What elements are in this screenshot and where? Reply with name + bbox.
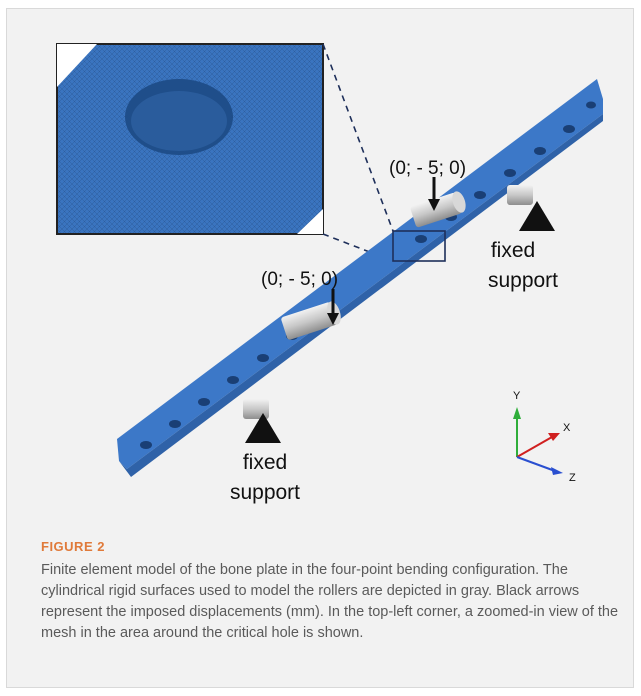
load-arrow-upper [428, 177, 440, 211]
axis-z-label: Z [569, 472, 576, 484]
roller-support-upper [507, 185, 533, 205]
figure-illustration: (0; - 5; 0) (0; - 5; 0) fixed support fi… [7, 9, 635, 529]
caption-label: FIGURE 2 [41, 539, 105, 554]
roller-load-upper [410, 191, 466, 228]
fixed-support-triangle-upper [519, 201, 555, 231]
support-lower-line1: fixed [243, 451, 287, 474]
axis-x-label: X [563, 422, 571, 434]
support-upper-line1: fixed [491, 239, 535, 262]
axis-triad: Y X Z [513, 390, 576, 484]
x-axis-arrow [516, 436, 553, 458]
roller-support-lower [243, 399, 269, 419]
figure-caption: FIGURE 2 Finite element model of the bon… [41, 539, 621, 644]
leader-line-top [322, 43, 394, 232]
load-label-lower: (0; - 5; 0) [261, 269, 338, 290]
fixed-support-triangle-lower [245, 413, 281, 443]
z-axis-arrow [516, 456, 556, 472]
zoom-region-box [392, 230, 446, 262]
fem-model-svg: (0; - 5; 0) (0; - 5; 0) fixed support fi… [56, 43, 603, 504]
load-arrow-lower [327, 289, 339, 325]
support-upper-line2: support [488, 269, 558, 292]
leader-line-bottom [322, 233, 394, 262]
load-label-upper: (0; - 5; 0) [389, 158, 466, 179]
support-lower-line2: support [230, 481, 300, 504]
figure-frame: (0; - 5; 0) (0; - 5; 0) fixed support fi… [6, 8, 634, 688]
zoom-inset [56, 43, 324, 235]
caption-text: Finite element model of the bone plate i… [41, 562, 619, 641]
axis-y-label: Y [513, 390, 521, 402]
